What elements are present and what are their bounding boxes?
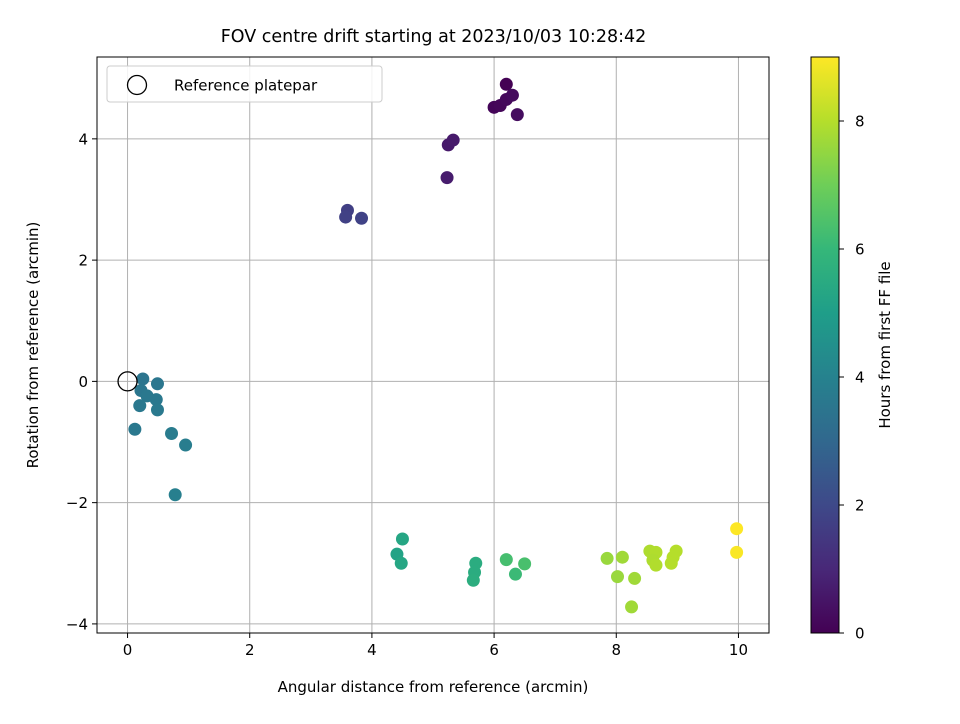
scatter-point	[730, 522, 744, 536]
colorbar-gradient	[810, 56, 840, 634]
scatter-point	[499, 553, 513, 567]
scatter-point	[615, 550, 629, 564]
scatter-point	[128, 422, 142, 436]
x-tick-label: 8	[611, 641, 621, 659]
scatter-point	[136, 372, 150, 386]
plot-frame	[96, 56, 770, 634]
reference-point-marker	[117, 371, 138, 392]
y-axis-label: Rotation from reference (arcmin)	[24, 222, 42, 469]
scatter-point	[440, 171, 454, 185]
scatter-point	[508, 567, 522, 581]
colorbar-tick-label: 4	[855, 369, 865, 387]
data-points	[117, 77, 744, 614]
colorbar-tick-label: 2	[855, 497, 865, 515]
x-tick-label: 4	[367, 641, 377, 659]
legend-marker	[126, 74, 148, 96]
scatter-point	[466, 573, 480, 587]
scatter-point	[518, 557, 532, 571]
legend-entry-label: Reference platepar	[174, 77, 318, 95]
y-tick-label: 4	[78, 130, 88, 148]
grid-lines	[97, 57, 769, 633]
x-tick-label: 10	[729, 641, 748, 659]
colorbar-tick-label: 8	[855, 113, 865, 131]
y-tick-label: 2	[78, 252, 88, 270]
scatter-point	[505, 88, 519, 102]
legend: Reference platepar	[106, 65, 383, 103]
legend-box	[106, 65, 383, 103]
scatter-point	[355, 211, 369, 225]
scatter-point	[610, 570, 624, 584]
colorbar-tick-label: 0	[855, 625, 865, 643]
scatter-point	[499, 77, 513, 91]
scatter-point	[150, 403, 164, 417]
scatter-point	[165, 427, 179, 441]
scatter-point	[395, 532, 409, 546]
scatter-point	[394, 556, 408, 570]
scatter-point	[625, 600, 639, 614]
colorbar-tick-label: 6	[855, 241, 865, 259]
scatter-point	[179, 438, 193, 452]
scatter-point	[150, 377, 164, 391]
scatter-point	[649, 558, 663, 572]
scatter-point	[730, 545, 744, 559]
colorbar: 0 2 4 6 8 Hours from first FF file	[810, 56, 894, 643]
scatter-point	[446, 133, 460, 147]
scatter-point	[600, 551, 614, 565]
chart-title: FOV centre drift starting at 2023/10/03 …	[221, 27, 647, 47]
scatter-point	[510, 108, 524, 122]
x-tick-label: 0	[123, 641, 133, 659]
y-tick-label: −2	[66, 494, 88, 512]
y-tick-label: −4	[66, 615, 88, 633]
scatter-point	[339, 210, 353, 224]
x-tick-label: 2	[245, 641, 255, 659]
x-axis-ticks: 0 2 4 6 8 10	[123, 633, 748, 659]
scatter-point	[168, 488, 182, 502]
colorbar-ticks: 0 2 4 6 8	[839, 113, 865, 643]
colorbar-label: Hours from first FF file	[876, 261, 894, 428]
scatter-point	[149, 393, 163, 407]
scatter-point	[133, 399, 147, 413]
y-axis-ticks: −4 −2 0 2 4	[66, 130, 97, 633]
x-axis-label: Angular distance from reference (arcmin)	[278, 678, 589, 696]
y-tick-label: 0	[78, 373, 88, 391]
scatter-point	[628, 571, 642, 585]
scatter-point	[664, 556, 678, 570]
x-tick-label: 6	[489, 641, 499, 659]
